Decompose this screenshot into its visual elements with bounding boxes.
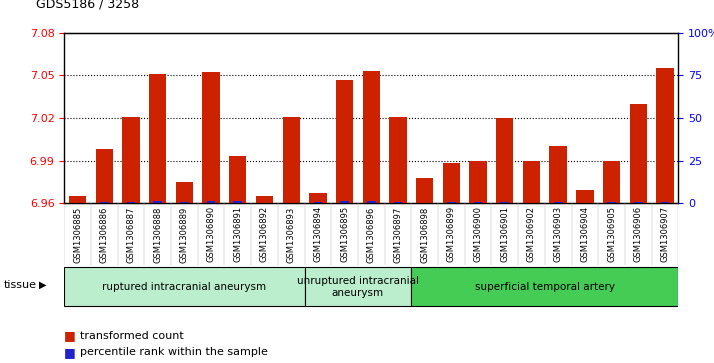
Bar	[126, 202, 136, 203]
Text: percentile rank within the sample: percentile rank within the sample	[80, 347, 268, 357]
Text: GSM1306897: GSM1306897	[393, 206, 403, 262]
Bar	[389, 117, 407, 203]
Bar	[447, 202, 456, 203]
Bar	[176, 182, 193, 203]
Bar	[501, 202, 509, 203]
Bar	[207, 201, 216, 203]
Text: tissue: tissue	[4, 280, 36, 290]
Bar	[660, 201, 669, 203]
Text: GSM1306891: GSM1306891	[233, 206, 242, 262]
Text: GSM1306898: GSM1306898	[420, 206, 429, 262]
Bar	[256, 196, 273, 203]
Text: unruptured intracranial
aneurysm: unruptured intracranial aneurysm	[297, 276, 419, 298]
Text: GSM1306901: GSM1306901	[501, 206, 509, 262]
Bar	[416, 178, 433, 203]
Text: GSM1306904: GSM1306904	[580, 206, 589, 262]
Text: ruptured intracranial aneurysm: ruptured intracranial aneurysm	[102, 282, 266, 292]
Bar	[69, 196, 86, 203]
Bar	[523, 161, 540, 203]
Bar	[96, 149, 113, 203]
Bar	[443, 163, 460, 203]
Text: superficial temporal artery: superficial temporal artery	[475, 282, 615, 292]
Text: GSM1306886: GSM1306886	[100, 206, 109, 263]
Text: ■: ■	[64, 329, 76, 342]
Bar	[154, 201, 162, 203]
Bar	[656, 68, 673, 203]
Text: GDS5186 / 3258: GDS5186 / 3258	[36, 0, 139, 11]
Text: GSM1306895: GSM1306895	[340, 206, 349, 262]
Bar	[496, 118, 513, 203]
Text: GSM1306906: GSM1306906	[634, 206, 643, 262]
Text: GSM1306900: GSM1306900	[473, 206, 483, 262]
Bar	[341, 201, 349, 203]
Bar	[283, 117, 300, 203]
Bar	[309, 193, 326, 203]
Bar	[630, 104, 647, 203]
Text: GSM1306893: GSM1306893	[287, 206, 296, 262]
Text: GSM1306903: GSM1306903	[553, 206, 563, 262]
Text: GSM1306902: GSM1306902	[527, 206, 536, 262]
Bar	[469, 161, 487, 203]
Bar	[149, 74, 166, 203]
Bar	[203, 73, 220, 203]
Text: GSM1306890: GSM1306890	[206, 206, 216, 262]
Bar	[576, 191, 593, 203]
Text: GSM1306907: GSM1306907	[660, 206, 670, 262]
Text: ▶: ▶	[39, 280, 47, 290]
Bar	[603, 161, 620, 203]
Bar	[122, 117, 140, 203]
Text: GSM1306889: GSM1306889	[180, 206, 189, 262]
Bar	[363, 71, 380, 203]
Bar	[550, 146, 567, 203]
FancyBboxPatch shape	[64, 267, 305, 306]
Bar	[313, 201, 322, 203]
Text: GSM1306888: GSM1306888	[154, 206, 162, 263]
Bar	[336, 79, 353, 203]
Text: GSM1306905: GSM1306905	[607, 206, 616, 262]
Bar	[229, 156, 246, 203]
Text: ■: ■	[64, 346, 76, 359]
Text: GSM1306892: GSM1306892	[260, 206, 269, 262]
Text: GSM1306899: GSM1306899	[447, 206, 456, 262]
Text: GSM1306896: GSM1306896	[367, 206, 376, 262]
FancyBboxPatch shape	[305, 267, 411, 306]
Text: GSM1306887: GSM1306887	[126, 206, 136, 263]
Bar	[634, 201, 643, 203]
Bar	[367, 201, 376, 203]
Bar	[180, 201, 188, 203]
Bar	[233, 201, 242, 203]
Text: GSM1306894: GSM1306894	[313, 206, 323, 262]
Text: transformed count: transformed count	[80, 331, 183, 341]
Bar	[554, 202, 563, 203]
FancyBboxPatch shape	[411, 267, 678, 306]
Text: GSM1306885: GSM1306885	[73, 206, 82, 262]
